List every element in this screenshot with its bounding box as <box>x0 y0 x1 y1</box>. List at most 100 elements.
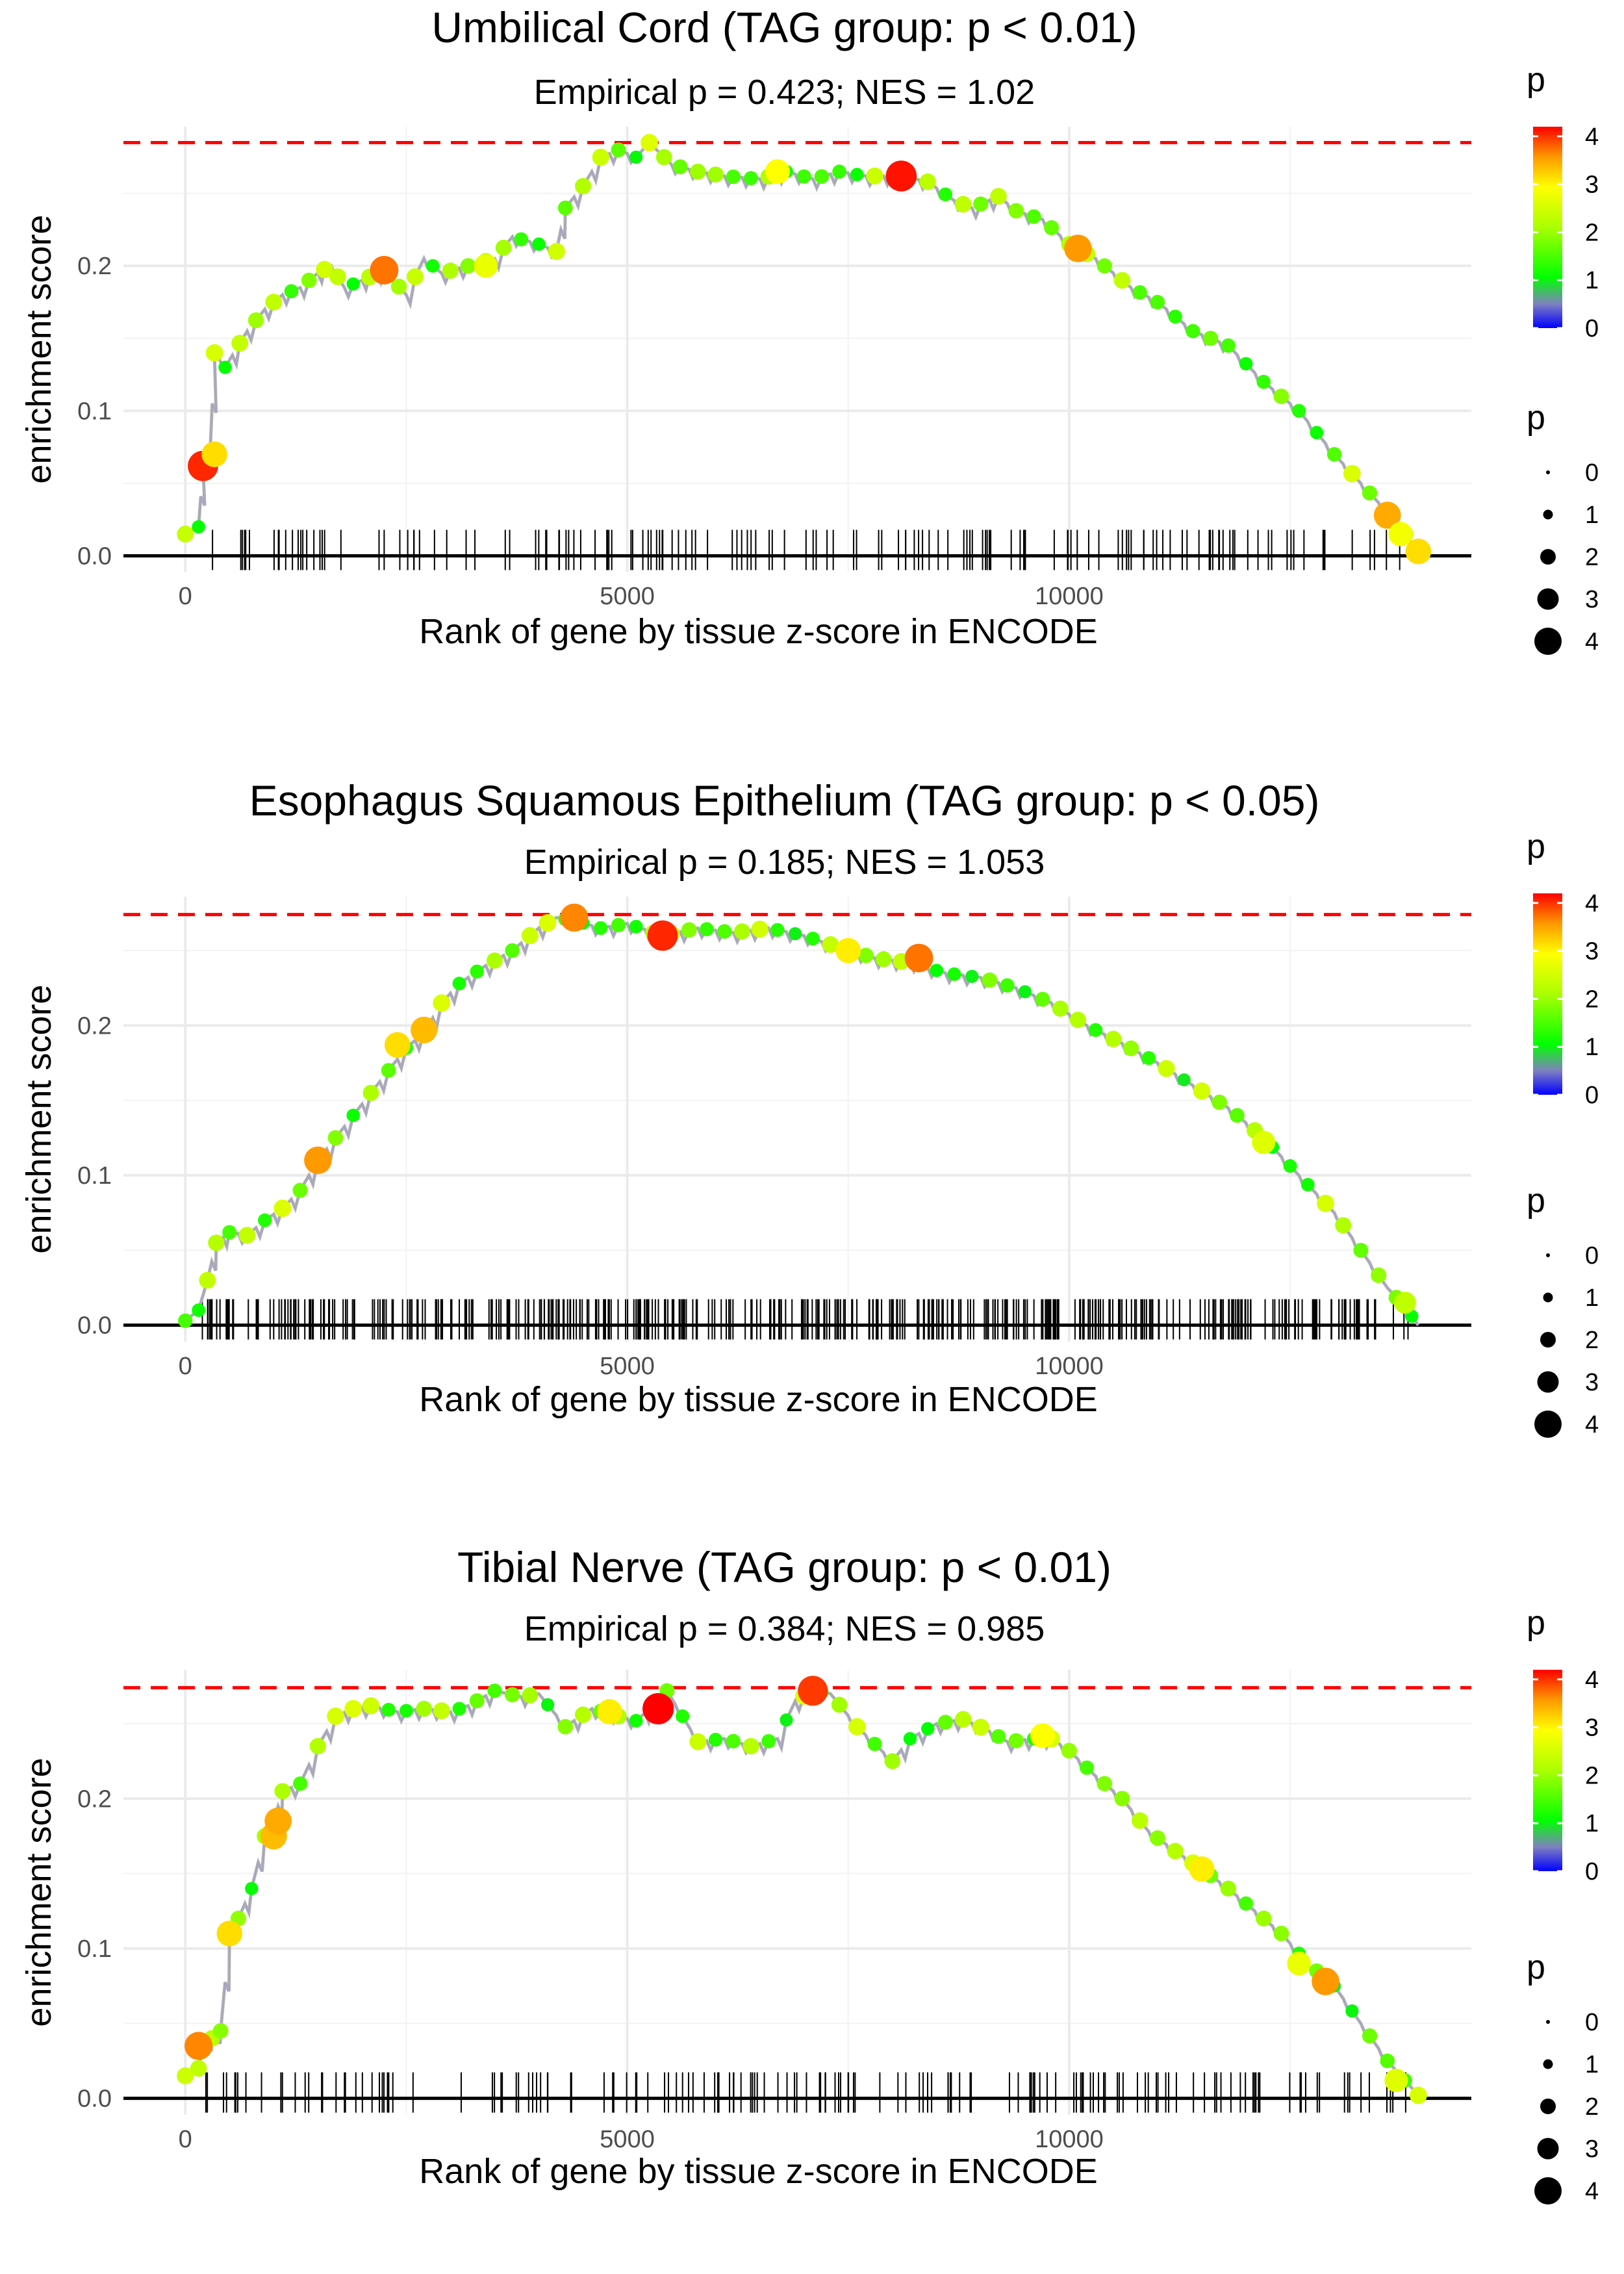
data-point <box>574 177 592 195</box>
data-point <box>329 268 346 285</box>
data-point-highlight <box>1384 2068 1408 2092</box>
color-bar <box>1533 1670 1562 1871</box>
data-point <box>245 1882 259 1895</box>
data-point <box>1150 294 1165 310</box>
size-legend-dot <box>1537 1371 1559 1393</box>
data-point <box>362 1084 379 1101</box>
data-point <box>452 1702 466 1716</box>
data-point <box>930 964 944 977</box>
data-point <box>1008 1733 1024 1748</box>
data-point <box>1035 991 1050 1007</box>
y-tick-label: 0.0 <box>77 543 112 570</box>
grid <box>123 1670 1471 2115</box>
data-point <box>822 936 839 953</box>
data-point <box>192 520 205 534</box>
data-point <box>381 1063 396 1078</box>
data-point <box>742 1737 759 1755</box>
color-bar-label: 3 <box>1585 938 1599 965</box>
data-point <box>487 1683 502 1698</box>
data-point <box>1026 209 1041 224</box>
data-point-highlight <box>216 1921 243 1947</box>
data-point <box>938 187 953 201</box>
data-point <box>919 173 936 190</box>
data-point <box>265 294 283 311</box>
color-bar-label: 4 <box>1585 123 1599 151</box>
data-point <box>709 1732 723 1747</box>
data-point <box>866 167 883 185</box>
data-point <box>218 361 232 374</box>
points <box>177 1676 1427 2104</box>
data-point <box>574 1706 592 1723</box>
data-point <box>442 262 459 279</box>
color-bar <box>1533 127 1562 328</box>
data-point <box>416 1700 432 1717</box>
grid <box>123 897 1471 1342</box>
y-tick-label: 0.1 <box>77 398 112 425</box>
data-point <box>452 977 466 991</box>
x-tick-label: 0 <box>179 583 192 610</box>
size-legend-title: p <box>1527 1948 1545 1986</box>
data-point <box>1158 1060 1175 1077</box>
x-tick-label: 0 <box>179 1353 192 1380</box>
data-point <box>903 1731 917 1746</box>
size-legend-label: 2 <box>1585 1327 1599 1354</box>
data-point <box>867 1737 882 1752</box>
y-tick-label: 0.2 <box>77 253 112 280</box>
data-point <box>1317 1194 1334 1212</box>
data-point <box>1292 403 1306 418</box>
size-legend-label: 3 <box>1585 2136 1599 2163</box>
data-point <box>292 1182 308 1198</box>
data-point <box>707 166 724 183</box>
data-point <box>532 237 546 251</box>
data-point <box>1069 1012 1087 1028</box>
data-point <box>954 1711 972 1728</box>
color-bar-label: 1 <box>1585 1810 1599 1837</box>
data-point <box>346 1108 361 1123</box>
data-point <box>1097 1776 1113 1792</box>
data-point <box>1052 1001 1069 1017</box>
data-point <box>390 278 407 295</box>
x-tick-label: 5000 <box>600 2126 655 2153</box>
data-point <box>514 232 529 247</box>
x-axis-title: Rank of gene by tissue z-score in ENCODE <box>419 2152 1097 2191</box>
data-point <box>539 913 557 932</box>
data-point-highlight <box>1252 1131 1276 1155</box>
size-legend-dot <box>1540 549 1556 565</box>
data-point <box>548 242 565 261</box>
gene-rug <box>201 1299 1409 1340</box>
data-point-highlight <box>1373 502 1401 529</box>
size-legend-label: 1 <box>1585 2051 1599 2078</box>
size-legend-dot <box>1534 628 1562 655</box>
color-legend: p 0 1 2 3 4 <box>1527 61 1599 342</box>
data-point <box>1335 1217 1352 1234</box>
data-point <box>1080 1760 1095 1775</box>
data-point <box>433 1702 450 1719</box>
size-legend-dot <box>1537 588 1559 610</box>
chart-panel-2: Esophagus Squamous Epithelium (TAG group… <box>19 776 1599 1438</box>
data-point <box>1343 465 1361 483</box>
size-legend-dot <box>1543 1292 1553 1303</box>
data-point <box>1238 1896 1254 1911</box>
size-legend-dot <box>1546 2020 1550 2024</box>
size-legend-label: 4 <box>1585 1411 1599 1438</box>
data-point <box>557 200 573 216</box>
size-legend-label: 1 <box>1585 502 1599 529</box>
data-point <box>814 169 830 184</box>
data-point <box>1167 1843 1184 1859</box>
data-point <box>470 964 485 979</box>
chart-title: Umbilical Cord (TAG group: p < 0.01) <box>431 3 1137 51</box>
data-point-highlight <box>304 1146 332 1175</box>
size-legend-dot <box>1537 2138 1559 2160</box>
data-point <box>1000 978 1015 993</box>
data-point <box>700 922 714 937</box>
color-bar-label: 0 <box>1585 1858 1599 1885</box>
data-point <box>982 972 998 988</box>
data-point-highlight <box>1394 1292 1416 1314</box>
data-point <box>1239 357 1253 371</box>
data-point <box>540 1698 555 1711</box>
size-legend-label: 0 <box>1585 459 1599 487</box>
data-point <box>832 164 847 179</box>
data-point <box>199 1271 216 1289</box>
size-legend: p 0 1 2 3 4 <box>1527 1182 1599 1438</box>
points <box>178 903 1419 1328</box>
